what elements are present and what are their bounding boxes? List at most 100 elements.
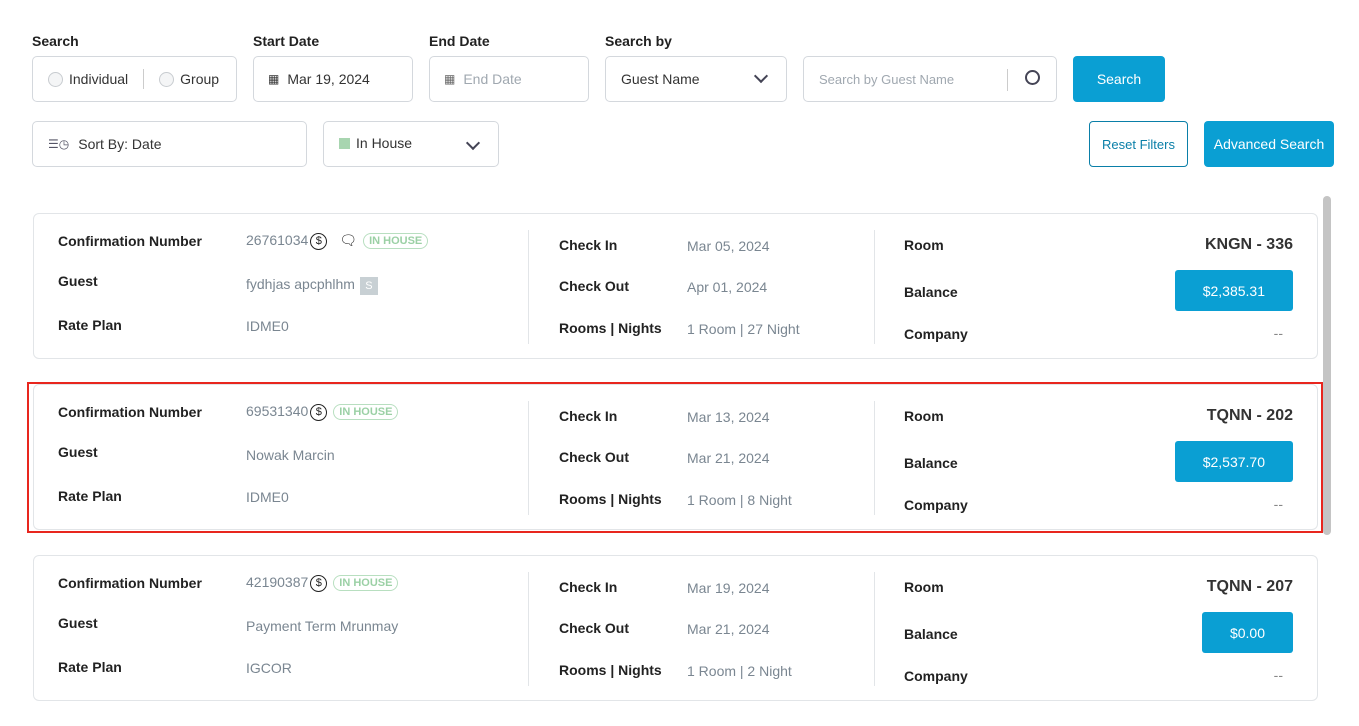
guest-label: Guest (58, 273, 98, 289)
check-in-label: Check In (559, 237, 618, 253)
search-by-select[interactable]: Guest Name (605, 56, 787, 102)
check-out-value: Mar 21, 2024 (687, 621, 770, 637)
rooms-nights-value: 1 Room | 2 Night (687, 663, 792, 679)
dollar-icon: $ (310, 403, 328, 421)
guest-label: Guest (58, 615, 98, 631)
rooms-nights-value: 1 Room | 27 Night (687, 321, 800, 337)
room-value: TQNN - 207 (1206, 578, 1293, 595)
check-in-label: Check In (559, 579, 618, 595)
company-value: -- (1273, 667, 1283, 683)
guest-row: Nowak Marcin (246, 447, 335, 463)
radio-individual[interactable]: Individual (48, 71, 128, 87)
end-date-placeholder: End Date (463, 71, 522, 87)
individual-label: Individual (69, 71, 129, 87)
reservation-card[interactable]: Confirmation Number 26761034 $ 🗨 IN HOUSE G… (33, 213, 1318, 359)
status-badge: IN HOUSE (333, 404, 399, 421)
advanced-search-button[interactable]: Advanced Search (1204, 121, 1334, 167)
search-by-value: Guest Name (621, 71, 700, 87)
room-label: Room (904, 579, 944, 595)
search-by-label: Search by (605, 33, 672, 49)
balance-button[interactable]: $2,537.70 (1174, 441, 1293, 482)
company-label: Company (904, 326, 968, 342)
rooms-nights-label: Rooms | Nights (559, 662, 662, 678)
status-value: In House (356, 135, 413, 151)
balance-button[interactable]: $0.00 (1201, 612, 1293, 653)
rooms-nights-label: Rooms | Nights (559, 491, 662, 507)
search-placeholder: Search by Guest Name (819, 71, 955, 87)
calendar-icon: ▦ (444, 72, 456, 86)
balance-button[interactable]: $2,385.31 (1174, 270, 1293, 311)
guest-name[interactable]: fydhjas apcphlhm (246, 276, 355, 292)
end-date-label: End Date (429, 33, 490, 49)
check-out-value: Mar 21, 2024 (687, 450, 770, 466)
rate-plan-value: IDME0 (246, 489, 289, 505)
guest-name[interactable]: Payment Term Mrunmay (246, 618, 399, 634)
check-in-value: Mar 19, 2024 (687, 580, 770, 596)
status-select[interactable]: In House (323, 121, 499, 167)
start-date-input[interactable]: ▦ Mar 19, 2024 (253, 56, 413, 102)
search-button[interactable]: Search (1073, 56, 1165, 102)
sort-clock-icon: ☰◷ (48, 137, 70, 151)
sort-label: Sort By: Date (78, 136, 162, 152)
divider (143, 69, 145, 89)
rate-plan-value: IGCOR (246, 660, 292, 676)
calendar-icon: ▦ (268, 72, 280, 86)
search-input[interactable]: Search by Guest Name (803, 56, 1057, 102)
divider (528, 572, 529, 686)
dollar-icon: $ (310, 574, 328, 592)
company-label: Company (904, 497, 968, 513)
shield-s-icon: S (359, 277, 378, 295)
radio-group[interactable]: Group (159, 71, 219, 87)
status-badge: IN HOUSE (363, 233, 429, 250)
scrollbar-thumb[interactable] (1323, 196, 1331, 535)
guest-label: Guest (58, 444, 98, 460)
reservation-card[interactable]: Confirmation Number 69531340 $ IN HOUSE Gu… (33, 384, 1318, 530)
start-date-value: Mar 19, 2024 (287, 71, 370, 87)
rate-plan-label: Rate Plan (58, 488, 122, 504)
check-out-label: Check Out (559, 449, 630, 465)
chevron-down-icon (465, 135, 481, 151)
check-in-label: Check In (559, 408, 618, 424)
chevron-down-icon (753, 68, 769, 84)
divider (874, 572, 875, 686)
search-label: Search (32, 33, 79, 49)
check-out-label: Check Out (559, 620, 630, 636)
sort-by-button[interactable]: ☰◷ Sort By: Date (32, 121, 307, 167)
rooms-nights-value: 1 Room | 8 Night (687, 492, 792, 508)
confirmation-number[interactable]: 26761034 (246, 232, 309, 248)
guest-row: fydhjas apcphlhm S (246, 276, 378, 295)
confirmation-row: 69531340 $ IN HOUSE (246, 403, 399, 421)
dollar-icon: $ (310, 232, 328, 250)
balance-label: Balance (904, 626, 958, 642)
start-date-label: Start Date (253, 33, 320, 49)
reset-filters-button[interactable]: Reset Filters (1089, 121, 1188, 167)
search-icon[interactable] (1025, 70, 1040, 85)
search-type-radio-group: Individual Group (32, 56, 237, 102)
room-value: TQNN - 202 (1206, 407, 1293, 424)
guest-row: Payment Term Mrunmay (246, 618, 398, 634)
rate-plan-value: IDME0 (246, 318, 289, 334)
radio-circle-icon[interactable] (48, 71, 63, 87)
divider (874, 230, 875, 344)
room-label: Room (904, 408, 944, 424)
rate-plan-label: Rate Plan (58, 317, 122, 333)
confirmation-number[interactable]: 69531340 (246, 403, 309, 419)
divider (874, 401, 875, 515)
group-label: Group (180, 71, 220, 87)
balance-label: Balance (904, 284, 958, 300)
message-icon[interactable]: 🗨 (339, 232, 358, 248)
check-out-label: Check Out (559, 278, 630, 294)
room-value: KNGN - 336 (1204, 236, 1293, 253)
status-color-swatch (339, 138, 350, 149)
check-in-value: Mar 13, 2024 (687, 409, 770, 425)
room-label: Room (904, 237, 944, 253)
reservation-card[interactable]: Confirmation Number 42190387 $ IN HOUSE Gu… (33, 555, 1318, 701)
guest-name[interactable]: Nowak Marcin (246, 447, 335, 463)
confirmation-number[interactable]: 42190387 (246, 574, 309, 590)
rooms-nights-label: Rooms | Nights (559, 320, 662, 336)
company-value: -- (1273, 496, 1283, 512)
end-date-input[interactable]: ▦ End Date (429, 56, 589, 102)
radio-circle-icon[interactable] (159, 71, 175, 87)
divider (528, 230, 529, 344)
confirmation-row: 42190387 $ IN HOUSE (246, 574, 399, 592)
